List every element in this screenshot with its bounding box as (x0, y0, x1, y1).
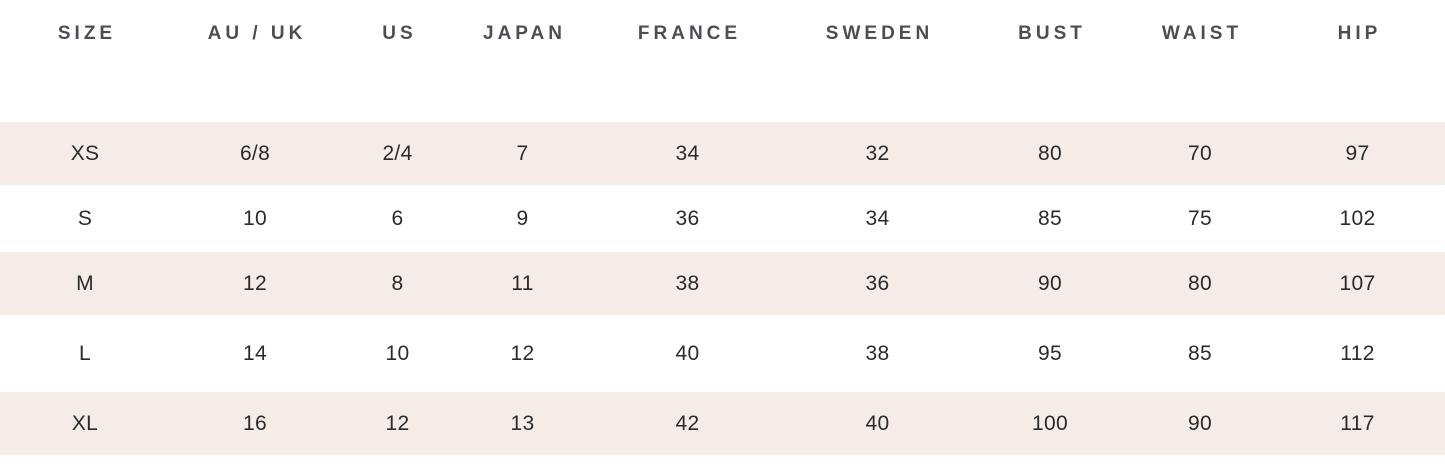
cell-france: 42 (590, 392, 785, 455)
cell-waist: 85 (1130, 315, 1270, 392)
cell-size-label: XS (0, 122, 170, 185)
cell-hip: 117 (1270, 392, 1445, 455)
cell-france: 38 (590, 252, 785, 315)
cell-sweden: 36 (785, 252, 970, 315)
column-header-waist: WAIST (1130, 0, 1270, 122)
cell-japan: 11 (455, 252, 590, 315)
size-row-l: L 14 10 12 40 38 95 85 112 (0, 315, 1445, 392)
cell-bust: 90 (970, 252, 1130, 315)
cell-us: 12 (340, 392, 455, 455)
cell-france: 40 (590, 315, 785, 392)
cell-japan: 12 (455, 315, 590, 392)
column-header-sweden: SWEDEN (785, 0, 970, 122)
cell-us: 10 (340, 315, 455, 392)
cell-size-label: M (0, 252, 170, 315)
cell-au-uk: 6/8 (170, 122, 340, 185)
cell-waist: 90 (1130, 392, 1270, 455)
cell-au-uk: 16 (170, 392, 340, 455)
column-header-france: FRANCE (590, 0, 785, 122)
cell-japan: 9 (455, 185, 590, 252)
cell-waist: 75 (1130, 185, 1270, 252)
cell-sweden: 38 (785, 315, 970, 392)
header-row: SIZE AU / UK US JAPAN FRANCE SWEDEN BUST… (0, 0, 1445, 122)
cell-waist: 80 (1130, 252, 1270, 315)
column-header-us: US (340, 0, 455, 122)
cell-japan: 13 (455, 392, 590, 455)
cell-sweden: 34 (785, 185, 970, 252)
cell-hip: 97 (1270, 122, 1445, 185)
cell-size-label: XL (0, 392, 170, 455)
cell-france: 36 (590, 185, 785, 252)
cell-bust: 95 (970, 315, 1130, 392)
cell-bust: 85 (970, 185, 1130, 252)
cell-au-uk: 12 (170, 252, 340, 315)
column-header-bust: BUST (970, 0, 1130, 122)
size-row-m: M 12 8 11 38 36 90 80 107 (0, 252, 1445, 315)
cell-france: 34 (590, 122, 785, 185)
cell-bust: 80 (970, 122, 1130, 185)
column-header-size: SIZE (0, 0, 170, 122)
cell-sweden: 32 (785, 122, 970, 185)
column-header-hip: HIP (1270, 0, 1445, 122)
size-row-xl: XL 16 12 13 42 40 100 90 117 (0, 392, 1445, 455)
column-header-au-uk: AU / UK (170, 0, 340, 122)
size-chart-table: SIZE AU / UK US JAPAN FRANCE SWEDEN BUST… (0, 0, 1445, 455)
cell-au-uk: 14 (170, 315, 340, 392)
size-row-s: S 10 6 9 36 34 85 75 102 (0, 185, 1445, 252)
cell-size-label: S (0, 185, 170, 252)
size-chart-header: SIZE AU / UK US JAPAN FRANCE SWEDEN BUST… (0, 0, 1445, 122)
cell-us: 6 (340, 185, 455, 252)
cell-us: 8 (340, 252, 455, 315)
column-header-japan: JAPAN (455, 0, 590, 122)
cell-sweden: 40 (785, 392, 970, 455)
cell-bust: 100 (970, 392, 1130, 455)
size-row-xs: XS 6/8 2/4 7 34 32 80 70 97 (0, 122, 1445, 185)
size-chart-body: XS 6/8 2/4 7 34 32 80 70 97 S 10 6 9 36 … (0, 122, 1445, 455)
cell-hip: 107 (1270, 252, 1445, 315)
cell-us: 2/4 (340, 122, 455, 185)
cell-japan: 7 (455, 122, 590, 185)
cell-waist: 70 (1130, 122, 1270, 185)
cell-hip: 112 (1270, 315, 1445, 392)
cell-size-label: L (0, 315, 170, 392)
cell-au-uk: 10 (170, 185, 340, 252)
cell-hip: 102 (1270, 185, 1445, 252)
